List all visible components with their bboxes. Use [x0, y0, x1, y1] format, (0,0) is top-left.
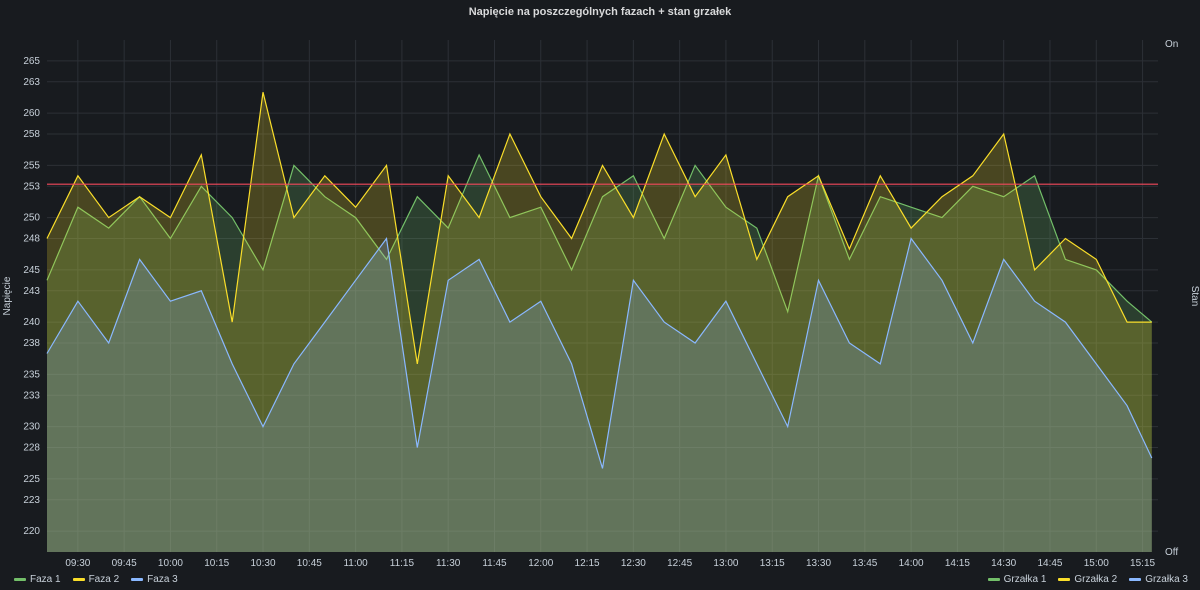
y-tick-label: 255 — [23, 160, 40, 171]
x-tick-label: 12:45 — [667, 558, 692, 569]
x-tick-label: 10:30 — [251, 558, 276, 569]
legend-swatch — [1129, 578, 1142, 581]
legend-swatch — [987, 578, 1000, 581]
legend-item-grzalka-1[interactable]: Grzałka 1 — [987, 574, 1047, 585]
x-tick-label: 14:00 — [899, 558, 924, 569]
x-tick-label: 13:45 — [852, 558, 877, 569]
x-tick-label: 11:15 — [390, 558, 415, 569]
legend-label: Grzałka 3 — [1145, 574, 1188, 585]
x-tick-label: 12:30 — [621, 558, 646, 569]
legend-label: Faza 2 — [88, 574, 120, 585]
legend-phases: Faza 1 Faza 2 Faza 3 — [14, 574, 178, 585]
legend-swatch — [1058, 578, 1071, 581]
x-tick-label: 11:00 — [343, 558, 368, 569]
legend-label: Grzałka 2 — [1074, 574, 1118, 585]
y-tick-label: 260 — [23, 108, 40, 119]
x-tick-label: 14:30 — [991, 558, 1016, 569]
x-tick-label: 11:45 — [482, 558, 507, 569]
x-tick-label: 14:15 — [945, 558, 970, 569]
y-tick-label: 238 — [23, 338, 40, 349]
x-tick-label: 13:30 — [806, 558, 831, 569]
y-tick-label: 250 — [23, 213, 40, 224]
legend-swatch — [14, 578, 26, 581]
y-tick-label: 220 — [23, 526, 40, 537]
x-tick-label: 10:15 — [204, 558, 229, 569]
y-tick-label: 230 — [23, 422, 40, 433]
series-faza-2-area — [47, 92, 1152, 552]
legend-item-faza-3[interactable]: Faza 3 — [131, 574, 178, 585]
legend-swatch — [131, 578, 144, 581]
x-tick-label: 15:00 — [1084, 558, 1109, 569]
y-tick-label: 265 — [23, 56, 40, 67]
chart-title: Napięcie na poszczególnych fazach + stan… — [468, 6, 732, 18]
series-faza-1-area — [47, 154, 1152, 552]
legend-item-faza-1[interactable]: Faza 1 — [14, 574, 61, 585]
legend-swatch — [72, 578, 85, 581]
y-tick-label: 245 — [23, 265, 40, 276]
y-tick-label: 240 — [23, 317, 40, 328]
y-axis-label: Napięcie — [2, 276, 13, 315]
series-faza-3-line — [46, 236, 1153, 469]
legend-item-grzalka-2[interactable]: Grzałka 2 — [1058, 574, 1117, 585]
x-tick-label: 10:45 — [297, 558, 322, 569]
legend-heaters: Grzałka 1 Grzałka 2 Grzałka 3 — [987, 574, 1188, 585]
legend-item-faza-2[interactable]: Faza 2 — [72, 574, 120, 585]
y-tick-label: 248 — [23, 234, 40, 245]
x-tick-label: 12:00 — [528, 558, 553, 569]
y-tick-label: 258 — [23, 129, 40, 140]
y-tick-label: 225 — [23, 474, 40, 485]
y-tick-label: 235 — [23, 369, 40, 380]
legend-label: Faza 3 — [147, 574, 178, 585]
x-tick-label: 09:30 — [65, 558, 90, 569]
x-tick-label: 11:30 — [436, 558, 461, 569]
series-faza-3-area — [47, 238, 1152, 552]
y-tick-label: 233 — [23, 390, 40, 401]
y-tick-label: 263 — [23, 77, 40, 88]
series-faza-1-line — [46, 153, 1153, 323]
legend-label: Grzałka 1 — [1003, 574, 1047, 585]
x-tick-label: 09:45 — [112, 558, 137, 569]
x-tick-label: 13:00 — [713, 558, 738, 569]
x-tick-label: 13:15 — [760, 558, 785, 569]
y2-axis-label: Stan — [1189, 286, 1200, 307]
series-faza-2-line — [46, 92, 1152, 364]
legend-label: Faza 1 — [30, 574, 61, 585]
y-tick-label: 243 — [23, 286, 40, 297]
x-tick-label: 12:15 — [575, 558, 600, 569]
y2-tick-label: Off — [1165, 547, 1178, 558]
y-tick-label: 228 — [23, 443, 40, 454]
y-tick-label: 253 — [23, 181, 40, 192]
y2-tick-label: On — [1165, 39, 1178, 50]
y-tick-label: 223 — [23, 495, 40, 506]
legend-item-grzalka-3[interactable]: Grzałka 3 — [1129, 574, 1188, 585]
x-tick-label: 14:45 — [1037, 558, 1062, 569]
x-tick-label: 15:15 — [1130, 558, 1155, 569]
x-tick-label: 10:00 — [158, 558, 183, 569]
